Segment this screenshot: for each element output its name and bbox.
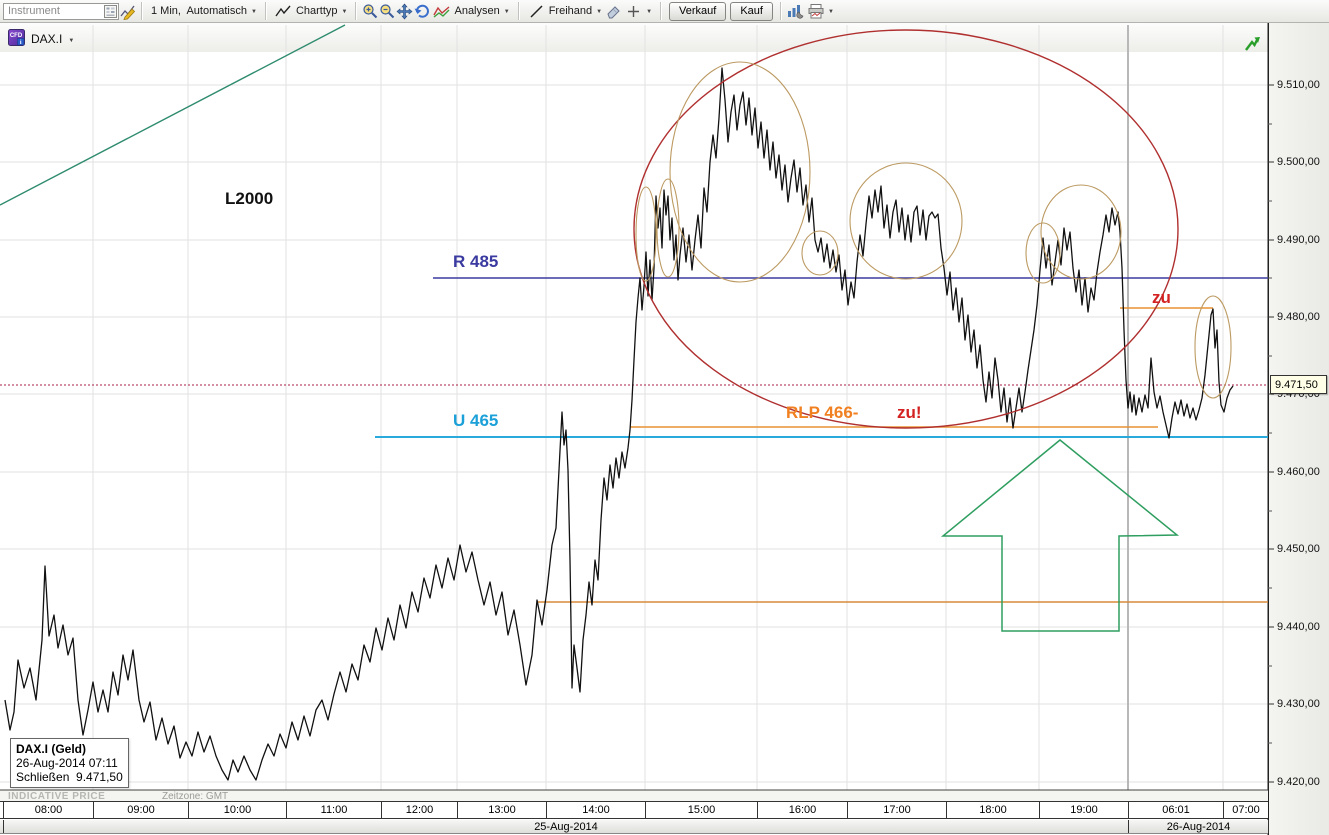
crosshair-icon — [625, 3, 642, 20]
time-axis-cell: 12:00 — [381, 802, 457, 818]
print-dropdown[interactable] — [804, 1, 837, 22]
annotation-zu-excl[interactable]: zu! — [897, 403, 922, 422]
price-axis-label: 9.500,00 — [1277, 156, 1320, 168]
price-axis — [1268, 23, 1329, 835]
eraser-icon[interactable] — [605, 3, 622, 20]
last-price-box: 9.471,50 — [1270, 375, 1327, 394]
time-axis-cell: 13:00 — [457, 802, 546, 818]
time-axis-cell: 16:00 — [757, 802, 847, 818]
time-axis-cell: 15:00 — [645, 802, 757, 818]
freihand-dropdown[interactable]: Freihand — [525, 1, 605, 22]
interval-dropdown[interactable]: 1 Min, Automatisch — [148, 3, 260, 19]
charttype-label: Charttyp — [295, 5, 338, 17]
instrument-tab-label: DAX.I — [31, 32, 63, 46]
freihand-label: Freihand — [548, 5, 593, 17]
printer-icon — [807, 3, 824, 20]
toolbar: 1 Min, Automatisch Charttyp Analysen Fre… — [0, 0, 1329, 23]
annotation-rlp466[interactable]: RLP 466- — [786, 403, 859, 422]
annotation-r485[interactable]: R 485 — [453, 252, 499, 271]
chevron-down-icon — [251, 5, 257, 17]
interval-label: 1 Min, Automatisch — [151, 5, 247, 17]
undo-icon[interactable] — [413, 3, 430, 20]
price-axis-label: 9.480,00 — [1277, 311, 1320, 323]
date-axis-cell: 25-Aug-2014 — [3, 820, 1129, 833]
freehand-line-icon — [528, 3, 545, 20]
price-axis-label: 9.430,00 — [1277, 698, 1320, 710]
annotation-zu[interactable]: zu — [1152, 288, 1171, 307]
time-axis-cell: 07:00 — [1223, 802, 1268, 818]
zoom-out-icon[interactable] — [379, 3, 396, 20]
charttype-dropdown[interactable]: Charttyp — [272, 1, 351, 22]
zoom-in-icon[interactable] — [362, 3, 379, 20]
analysen-dropdown[interactable]: Analysen — [430, 1, 512, 22]
time-axis-cell: 11:00 — [286, 802, 381, 818]
price-axis-label: 9.450,00 — [1277, 543, 1320, 555]
instrument-list-icon[interactable] — [104, 4, 117, 18]
crosshair-dropdown[interactable] — [622, 1, 655, 22]
date-axis-cell: 26-Aug-2014 — [1128, 820, 1269, 833]
chevron-down-icon — [68, 32, 74, 46]
trend-up-icon[interactable] — [1243, 34, 1263, 54]
time-axis-cell: 19:00 — [1039, 802, 1128, 818]
info-box-close: Schließen 9.471,50 — [16, 770, 123, 784]
analysen-label: Analysen — [454, 5, 500, 17]
toolbar-separator — [264, 2, 267, 20]
time-axis-cell: 06:01 — [1128, 802, 1223, 818]
instrument-tab[interactable]: CFD i DAX.I — [8, 29, 74, 49]
date-axis: 25-Aug-2014 26-Aug-2014 — [0, 820, 1269, 834]
instrument-search — [3, 2, 119, 20]
svg-text:CFD: CFD — [10, 33, 23, 39]
time-axis-cell: 10:00 — [188, 802, 286, 818]
price-axis-label: 9.510,00 — [1277, 79, 1320, 91]
chevron-down-icon — [596, 5, 602, 17]
chevron-down-icon — [646, 5, 652, 17]
toolbar-separator — [355, 2, 358, 20]
pan-move-icon[interactable] — [396, 3, 413, 20]
quote-info-box: DAX.I (Geld) 26-Aug-2014 07:11 Schließen… — [10, 738, 129, 788]
line-chart-icon — [275, 3, 292, 20]
chart-tab-strip — [0, 23, 1268, 52]
info-box-title: DAX.I (Geld) — [16, 742, 87, 756]
chevron-down-icon — [504, 5, 510, 17]
timezone-label: Zeitzone: GMT — [162, 791, 229, 802]
analysis-chart-icon — [433, 3, 450, 20]
time-axis-cell: 17:00 — [847, 802, 946, 818]
price-axis-label: 9.440,00 — [1277, 621, 1320, 633]
instrument-input[interactable] — [3, 2, 119, 20]
time-axis-cell: 18:00 — [946, 802, 1039, 818]
toolbar-separator — [517, 2, 520, 20]
price-axis-label: 9.420,00 — [1277, 776, 1320, 788]
price-axis-label: 9.490,00 — [1277, 234, 1320, 246]
time-axis-cell: 14:00 — [546, 802, 645, 818]
info-box-datetime: 26-Aug-2014 07:11 — [16, 756, 118, 770]
chevron-down-icon — [342, 5, 348, 17]
indicative-price-strip: INDICATIVE PRICE Zeitzone: GMT — [0, 790, 1268, 802]
time-axis-cell: 09:00 — [93, 802, 188, 818]
chart-wizard-icon[interactable] — [119, 3, 136, 20]
toolbar-separator — [779, 2, 782, 20]
annotation-l2000[interactable]: L2000 — [225, 189, 274, 208]
time-axis-cell: 08:00 — [3, 802, 93, 818]
sell-button[interactable]: Verkauf — [669, 1, 727, 21]
time-axis: 08:00 09:00 10:00 11:00 12:00 13:00 14:00 15:00… — [0, 801, 1268, 819]
chart-settings-icon[interactable] — [787, 3, 804, 20]
indicative-price-label: INDICATIVE PRICE — [8, 791, 106, 802]
chevron-down-icon — [828, 5, 834, 17]
toolbar-separator — [141, 2, 143, 20]
annotation-u465[interactable]: U 465 — [453, 411, 499, 430]
price-axis-label: 9.460,00 — [1277, 466, 1320, 478]
cfd-instrument-icon: CFD i — [8, 29, 25, 49]
toolbar-separator — [660, 2, 663, 20]
buy-button[interactable]: Kauf — [730, 1, 773, 21]
chart-plot-background — [0, 23, 1268, 790]
